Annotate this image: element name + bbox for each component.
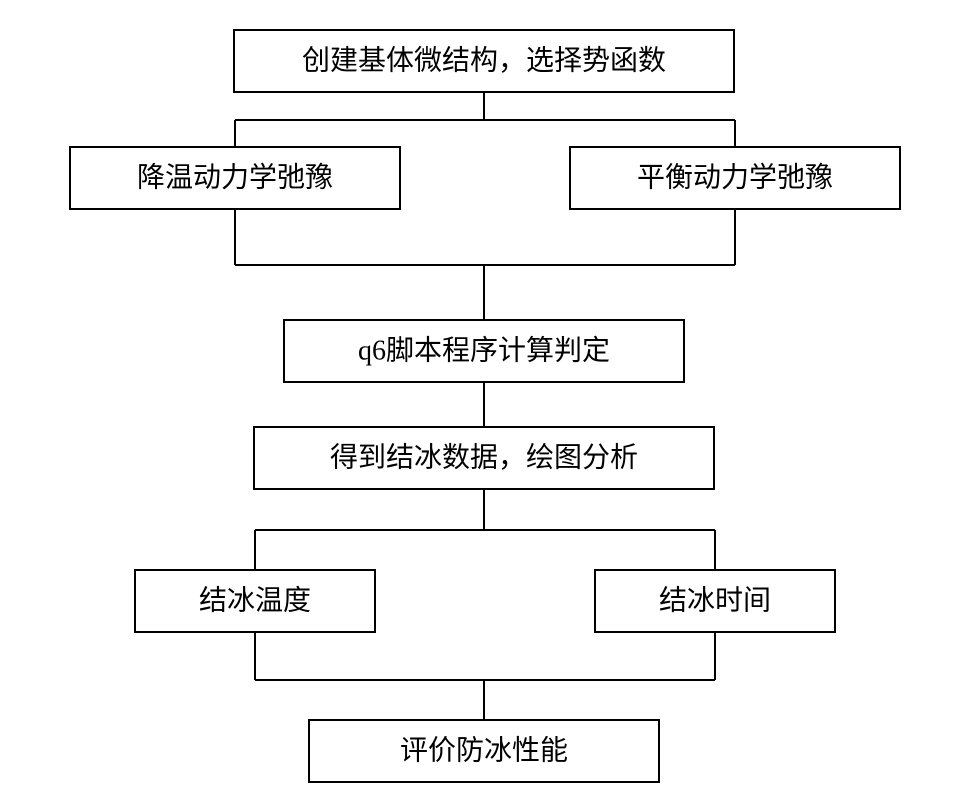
flow-node-label: q6脚本程序计算判定	[358, 334, 610, 366]
flowchart-canvas: 创建基体微结构，选择势函数降温动力学弛豫 平衡动力学弛豫 q6脚本程序计算判定得到结…	[0, 0, 966, 801]
flow-node-label: 评价防冰性能	[400, 734, 568, 766]
flow-node-n5: 得到结冰数据，绘图分析	[254, 427, 714, 489]
flow-node-n4: q6脚本程序计算判定	[284, 320, 684, 382]
flow-node-n6: 结冰温度	[135, 570, 375, 632]
flow-node-label: 结冰时间	[659, 584, 771, 616]
flow-node-label: 平衡动力学弛豫	[637, 161, 833, 193]
flow-node-n2: 降温动力学弛豫	[70, 147, 400, 209]
flow-node-n1: 创建基体微结构，选择势函数	[234, 30, 734, 92]
flow-node-label: 结冰温度	[199, 584, 311, 616]
flow-node-n3: 平衡动力学弛豫	[570, 147, 900, 209]
flow-node-n8: 评价防冰性能	[309, 720, 659, 782]
flow-node-label: 得到结冰数据，绘图分析	[330, 441, 638, 473]
flow-node-label: 创建基体微结构，选择势函数	[302, 44, 666, 76]
flow-node-label: 降温动力学弛豫	[137, 161, 333, 193]
flow-node-n7: 结冰时间	[595, 570, 835, 632]
